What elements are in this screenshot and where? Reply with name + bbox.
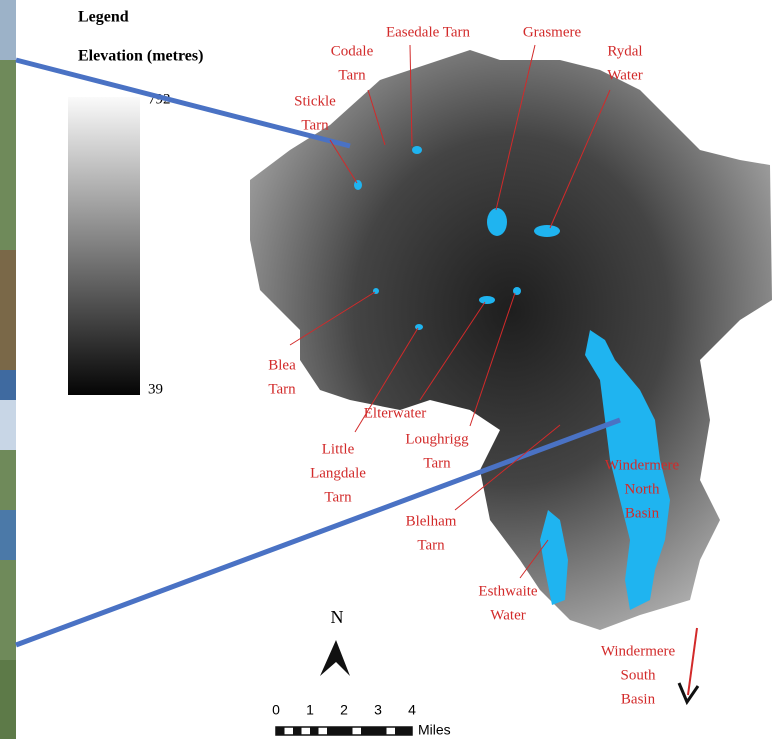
lake-label: Tarn xyxy=(338,67,366,83)
lake-label: Codale xyxy=(331,43,374,59)
scale-segment xyxy=(327,727,344,735)
lake xyxy=(513,287,521,295)
legend-ramp xyxy=(68,97,140,395)
north-arrow xyxy=(320,640,350,676)
lake-label: Tarn xyxy=(417,537,445,553)
lake-label: Loughrigg xyxy=(405,431,469,447)
map: Legend Elevation (metres) 792 39 N 01234… xyxy=(0,0,772,739)
lake xyxy=(354,180,362,190)
lake xyxy=(534,225,560,237)
scale-unit: Miles xyxy=(418,722,451,738)
scale-tick-label: 3 xyxy=(374,702,382,718)
scale-segment xyxy=(310,727,319,735)
scale-tick-label: 0 xyxy=(272,702,280,718)
lake-label: Elterwater xyxy=(364,405,426,421)
lake-label: Tarn xyxy=(301,117,329,133)
scale-tick-label: 2 xyxy=(340,702,348,718)
legend-min: 39 xyxy=(148,381,163,397)
lake-label: Tarn xyxy=(324,489,352,505)
scale-segment xyxy=(293,727,302,735)
scale-segment xyxy=(361,727,378,735)
lake-label: South xyxy=(620,667,656,683)
south-arrow xyxy=(688,628,697,695)
lake-label: Basin xyxy=(621,691,656,707)
lake-label: Stickle xyxy=(294,93,336,109)
scale-tick-label: 1 xyxy=(306,702,314,718)
scale-tick-label: 4 xyxy=(408,702,416,718)
lake-label: Tarn xyxy=(268,381,296,397)
lake-label: Grasmere xyxy=(523,24,582,40)
lake xyxy=(415,324,423,330)
lake-label: Tarn xyxy=(423,455,451,471)
lake-label: Little xyxy=(322,441,355,457)
lake-label: Windermere xyxy=(605,457,680,473)
scale-segment xyxy=(395,727,412,735)
photo-strip xyxy=(0,0,16,739)
lake-label: Water xyxy=(607,67,642,83)
scale-segment xyxy=(276,727,285,735)
lake xyxy=(487,208,507,236)
lake-label: Windermere xyxy=(601,643,676,659)
scale-segment xyxy=(344,727,353,735)
lake-label: North xyxy=(625,481,660,497)
lake-label: Rydal xyxy=(607,43,642,59)
lake-label: Langdale xyxy=(310,465,366,481)
scale-segment xyxy=(378,727,387,735)
lake-label: Water xyxy=(490,607,525,623)
page: {"legend":{"title":"Legend","subtitle":"… xyxy=(0,0,772,739)
north-label: N xyxy=(331,607,344,627)
terrain xyxy=(250,50,772,630)
legend-title: Legend xyxy=(78,9,129,26)
lake-label: Esthwaite xyxy=(478,583,537,599)
lake-label: Blelham xyxy=(406,513,457,529)
lake-label: Easedale Tarn xyxy=(386,24,471,40)
legend-subtitle: Elevation (metres) xyxy=(78,48,203,65)
lake-label: Blea xyxy=(268,357,296,373)
lake xyxy=(479,296,495,304)
lake xyxy=(412,146,422,154)
lake-label: Basin xyxy=(625,505,660,521)
